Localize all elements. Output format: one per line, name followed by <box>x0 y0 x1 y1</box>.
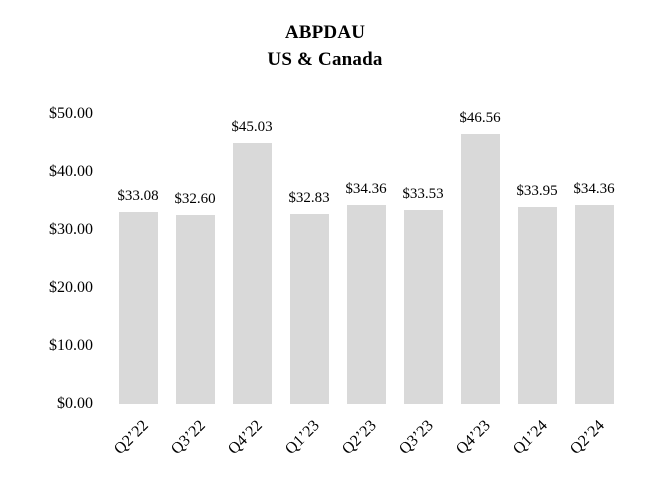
chart-title: ABPDAU US & Canada <box>0 19 650 73</box>
bar-value-label: $34.36 <box>573 180 615 197</box>
bar-value-label: $32.83 <box>288 189 330 206</box>
bar <box>460 134 500 404</box>
bar <box>175 214 215 404</box>
bar <box>574 204 614 404</box>
bar-value-label: $33.08 <box>117 188 159 205</box>
bar <box>232 142 272 404</box>
y-axis-tick-label: $30.00 <box>49 221 93 238</box>
bar-value-label: $46.56 <box>459 110 501 126</box>
bar-value-label: $33.53 <box>402 185 444 202</box>
y-axis-tick-label: $40.00 <box>49 163 93 180</box>
x-axis-tick-label: Q4’23 <box>453 417 495 458</box>
chart-title-line1: ABPDAU <box>284 22 366 43</box>
x-axis-tick-label: Q2’22 <box>111 417 153 458</box>
x-axis-tick-label: Q2’23 <box>339 417 381 458</box>
y-axis-tick-label: $50.00 <box>49 105 93 122</box>
bar-value-label: $34.36 <box>345 180 387 197</box>
x-axis-tick-label: Q2’24 <box>567 417 609 458</box>
y-axis-tick-label: $0.00 <box>57 395 93 412</box>
chart-title-line2: US & Canada <box>267 49 383 70</box>
bar-value-label: $32.60 <box>174 190 216 207</box>
bar-value-label: $33.95 <box>516 183 558 200</box>
bar <box>118 212 158 404</box>
bar <box>517 207 557 404</box>
bar <box>346 204 386 404</box>
bar <box>403 209 443 404</box>
x-axis-tick-label: Q3’23 <box>396 417 438 458</box>
y-axis-tick-label: $20.00 <box>49 279 93 296</box>
bar-value-label: $45.03 <box>231 118 273 135</box>
x-axis-tick-label: Q3’22 <box>168 417 210 458</box>
x-axis-tick-label: Q1’23 <box>282 417 324 458</box>
x-axis-tick-label: Q4’22 <box>225 417 267 458</box>
bar <box>289 213 329 404</box>
y-axis-tick-label: $10.00 <box>49 337 93 354</box>
x-axis-tick-label: Q1’24 <box>510 417 552 458</box>
